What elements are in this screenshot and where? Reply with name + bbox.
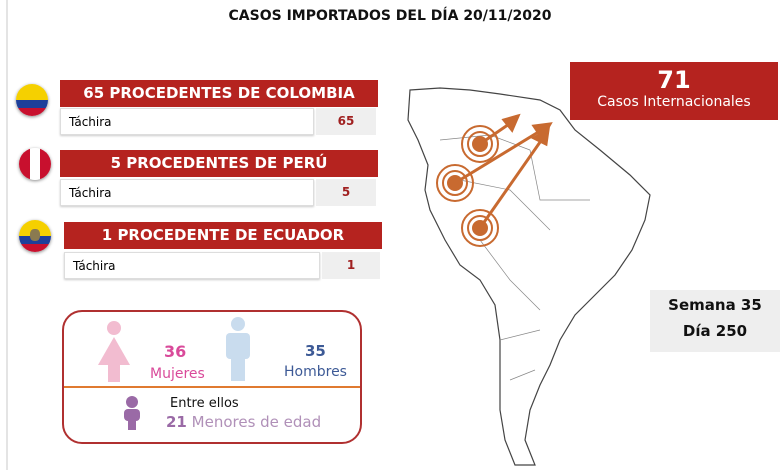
day-label: Día 250 <box>682 322 748 340</box>
peru-header: 5 PROCEDENTES DE PERÚ <box>60 150 378 177</box>
colombia-header: 65 PROCEDENTES DE COLOMBIA <box>60 80 378 107</box>
men-label: Hombres <box>284 364 347 380</box>
peru-flag-icon <box>19 148 51 180</box>
women-count: 36 <box>164 342 187 361</box>
peru-value: 5 <box>316 179 376 206</box>
colombia-value: 65 <box>316 108 376 135</box>
left-border <box>6 0 8 470</box>
week-label: Semana 35 <box>668 296 762 314</box>
minors-label: Menores de edad <box>191 413 322 431</box>
men-count: 35 <box>305 342 326 360</box>
child-icon <box>124 396 140 430</box>
minors-count: 21 <box>166 413 187 431</box>
origin-markers <box>436 125 499 247</box>
international-count: 71 <box>657 66 691 94</box>
women-label: Mujeres <box>150 366 205 382</box>
ecuador-state: Táchira <box>64 252 320 279</box>
colombia-flag-icon <box>16 84 48 116</box>
ecuador-value: 1 <box>322 252 380 279</box>
ecuador-flag-icon <box>19 220 51 252</box>
gender-summary-box: 36 Mujeres 35 Hombres Entre ellos 21 Men… <box>62 310 362 444</box>
south-america-map <box>407 87 651 466</box>
page-title: CASOS IMPORTADOS DEL DÍA 20/11/2020 <box>228 8 552 24</box>
colombia-state: Táchira <box>60 108 314 135</box>
divider <box>64 386 360 388</box>
peru-state: Táchira <box>60 179 314 206</box>
week-day-box: Semana 35 Día 250 <box>650 290 780 352</box>
international-cases-box: 71 Casos Internacionales <box>570 62 778 120</box>
international-label: Casos Internacionales <box>597 94 751 110</box>
among-label: Entre ellos <box>170 396 239 411</box>
minors-line: 21 Menores de edad <box>166 413 321 431</box>
woman-icon <box>98 321 130 382</box>
man-icon <box>226 317 250 381</box>
ecuador-header: 1 PROCEDENTE DE ECUADOR <box>64 222 382 249</box>
